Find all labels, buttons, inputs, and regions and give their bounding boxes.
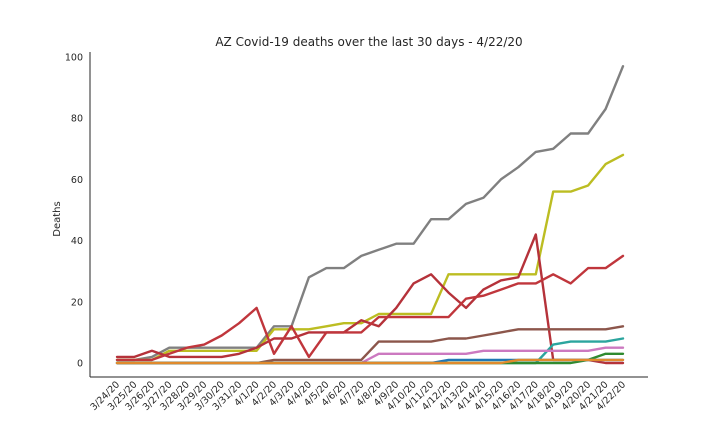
x-ticks: 3/24/203/25/203/26/203/27/203/28/203/29/…	[88, 379, 628, 413]
series-line-1	[115, 65, 625, 362]
y-ticks: 0 20 40 60 80 100	[65, 53, 83, 370]
y-axis-label: Deaths	[52, 201, 63, 236]
y-tick-label: 0	[77, 359, 83, 370]
y-tick-label: 20	[71, 297, 83, 308]
y-tick-label: 40	[71, 236, 83, 247]
series-line-4	[115, 254, 625, 362]
chart-title: AZ Covid-19 deaths over the last 30 days…	[215, 35, 522, 49]
y-tick-label: 60	[71, 175, 83, 186]
series-lines	[115, 65, 625, 365]
y-tick-label: 80	[71, 114, 83, 125]
series-line-10	[115, 358, 625, 365]
y-tick-label: 100	[65, 53, 83, 64]
